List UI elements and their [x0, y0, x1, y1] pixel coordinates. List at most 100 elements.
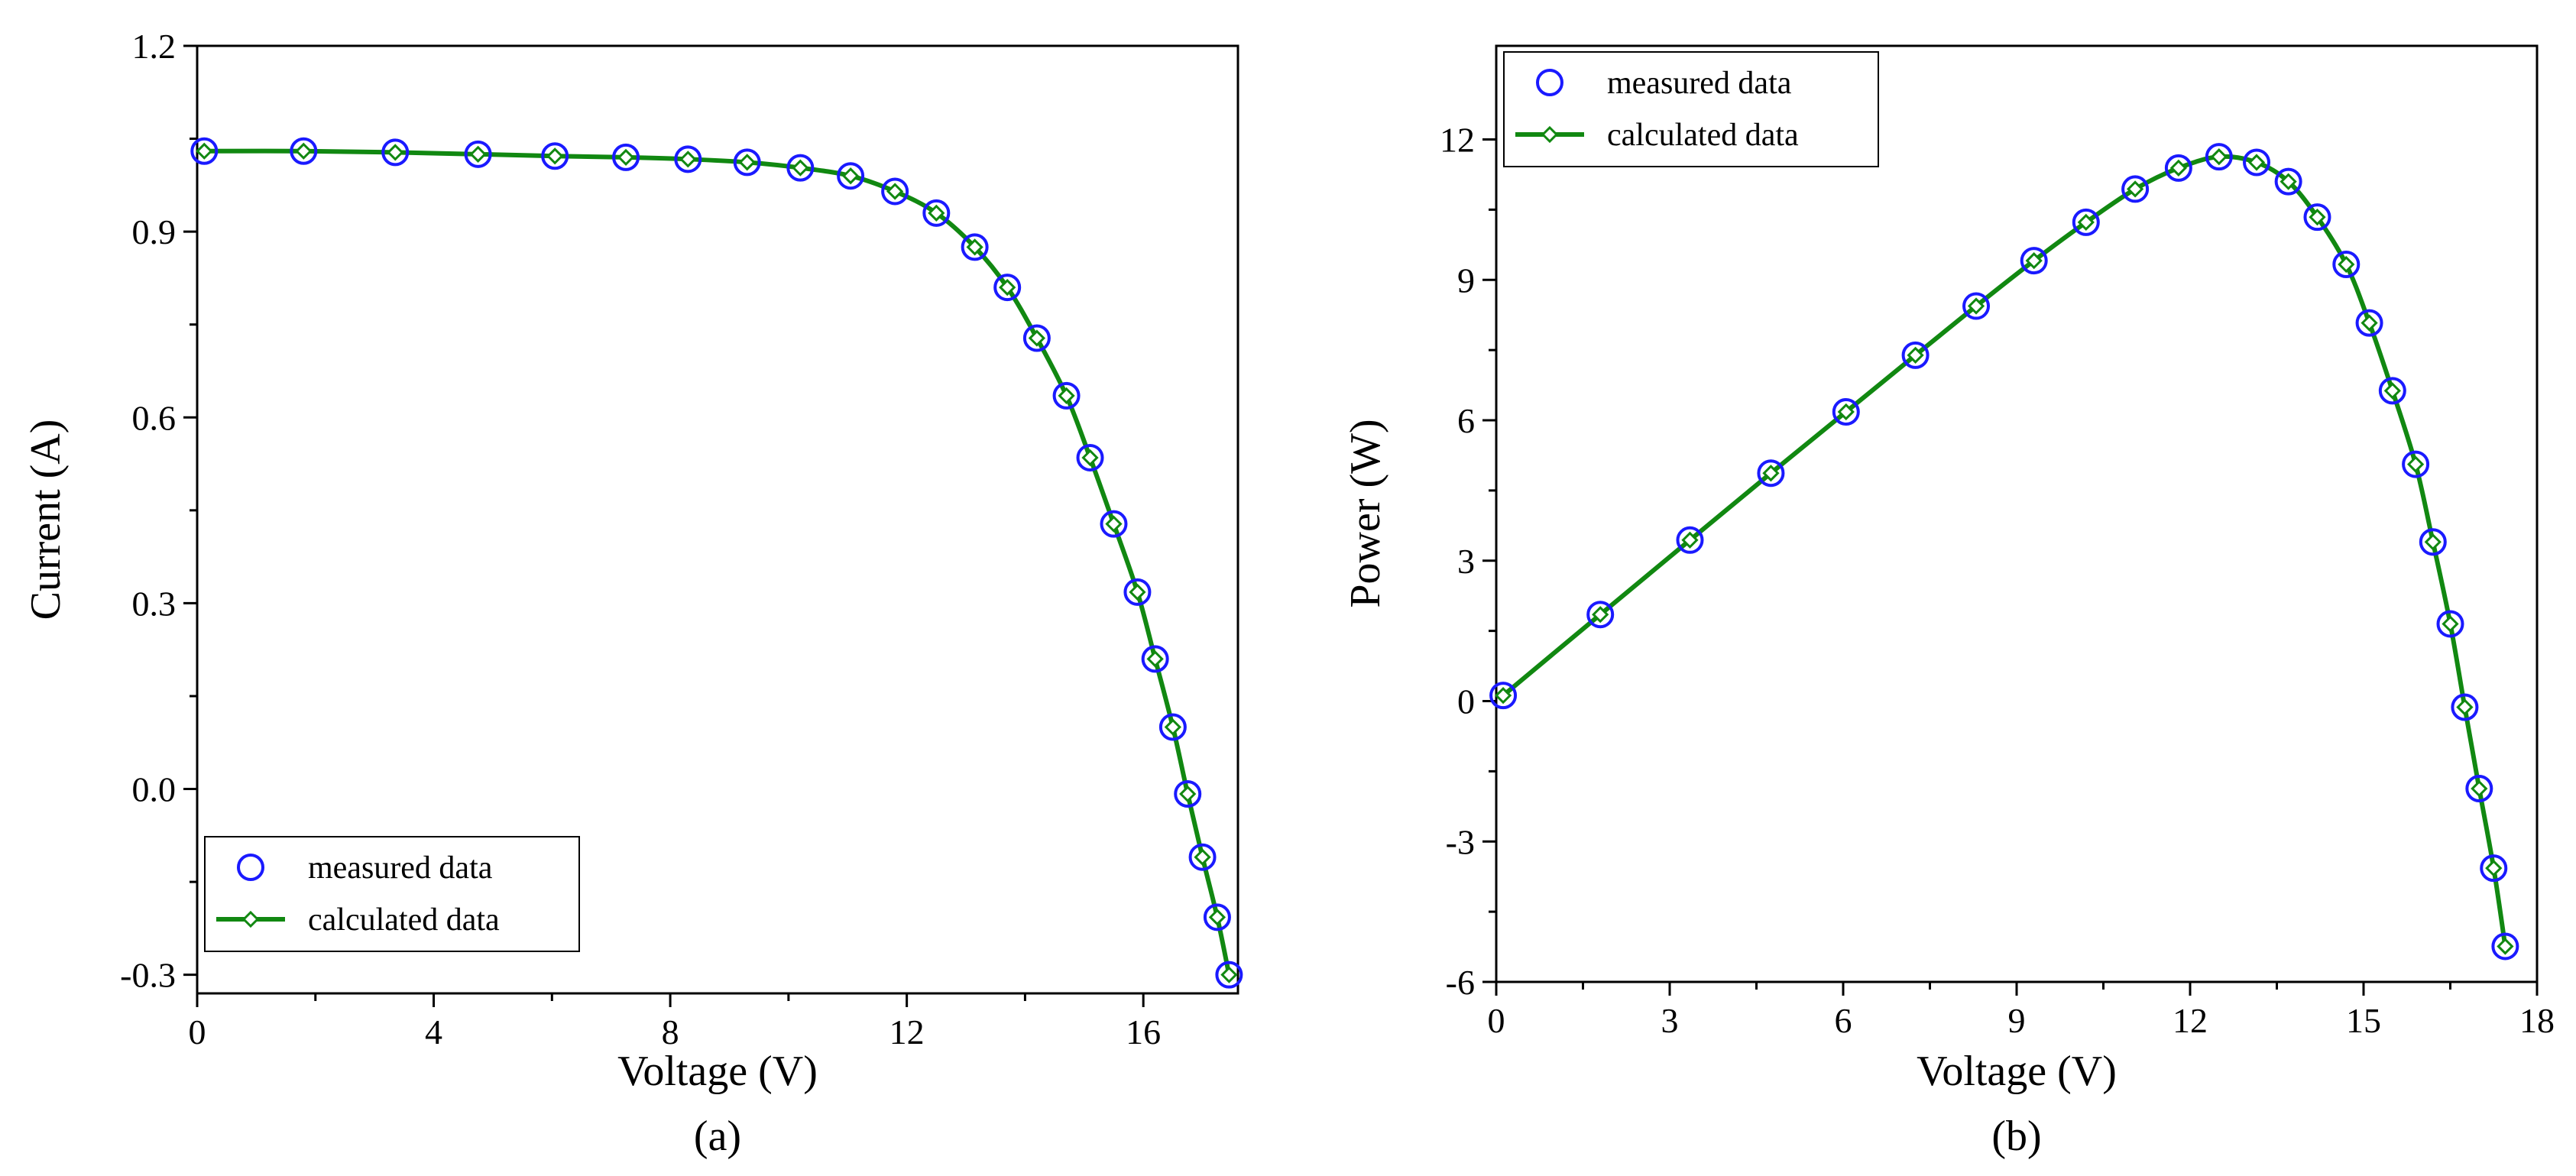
chart-a-calculated-point [387, 144, 404, 161]
chart-b-x-tick-label: 3 [1661, 1001, 1679, 1040]
chart-b-measured-point [2205, 143, 2233, 171]
chart-a-x-tick-label: 0 [189, 1012, 206, 1051]
chart-a-calculated-point [1146, 650, 1164, 668]
chart-b-calculated-point [2210, 148, 2228, 166]
chart-b-calculated-point [2126, 180, 2144, 198]
chart-b-calculated-point [2406, 455, 2425, 473]
chart-b-calculated-point [2497, 938, 2514, 955]
chart-b-calculated-point [2309, 209, 2326, 226]
chart-b-measured-point [2402, 450, 2430, 478]
chart-a-calculated-point [196, 142, 213, 160]
chart-b-calculated-point [1907, 346, 1924, 364]
chart-a-data-layer [190, 137, 1243, 989]
chart-b-y-tick-label: 6 [1457, 401, 1475, 440]
chart-b-measured-point [2378, 377, 2406, 405]
chart-a-calculated-point [1220, 966, 1238, 983]
chart-b-panel-label: (b) [1991, 1113, 2041, 1160]
chart-a-calculated-point [928, 204, 945, 222]
chart-a-legend-box [204, 836, 580, 952]
chart-b-calculated-point [2383, 382, 2401, 400]
chart-a-measured-point [733, 148, 761, 177]
chart-b-calculated-point [2077, 213, 2095, 232]
chart-a-calculated-point [1208, 909, 1226, 926]
chart-a-ticks: 0 4 8 12 16 -0.3 0.0 0.3 0.6 0.9 1.2 [120, 27, 1161, 1051]
chart-b-measured-point [1757, 459, 1785, 488]
chart-a-x-tick-label: 12 [889, 1012, 925, 1051]
chart-b-measured-point [2419, 528, 2447, 556]
chart-a-measured-point [1215, 961, 1243, 989]
chart-b-legend-calculated-label: calculated data [1607, 118, 1799, 153]
chart-b-calculated-point [1762, 465, 1780, 482]
chart-a-calculated-point [546, 147, 564, 165]
chart-a-y-tick-label: 0.9 [132, 212, 177, 251]
chart-b-legend-measured-label: measured data [1607, 66, 1792, 101]
chart-b-x-tick-label: 6 [1835, 1001, 1852, 1040]
chart-b-calculated-point [2247, 154, 2266, 171]
chart-b-calculated-point [2025, 252, 2043, 270]
chart-b-measured-point [2436, 610, 2464, 638]
chart-b-measured-point [1586, 601, 1615, 629]
chart-a-measured-point [922, 199, 951, 227]
chart-b-measured-point [1676, 526, 1704, 554]
chart-b-measured-point [2465, 775, 2493, 803]
chart-b-legend-calculated-marker [1541, 125, 1559, 144]
chart-b-measured-point [2303, 203, 2331, 232]
chart-a-legend: measured data calculated data [204, 836, 580, 952]
chart-a-measured-point [674, 145, 702, 173]
chart-a-calculated-point [738, 154, 756, 171]
chart-a-y-tick-label: -0.3 [120, 956, 176, 995]
chart-a-calculated-point [886, 183, 904, 200]
chart-b-calculated-point [2442, 615, 2459, 633]
chart-a-measured-point [290, 137, 318, 165]
chart-a-y-tick-label: 0.3 [132, 584, 177, 623]
chart-a-calculated-point [1081, 449, 1099, 467]
chart-b-measured-point [2355, 309, 2383, 337]
chart-b-legend-measured-marker [1536, 69, 1563, 96]
chart-b-measured-point [2121, 175, 2150, 203]
chart-a-measured-point [786, 154, 815, 182]
chart-b-measured-point [2072, 208, 2100, 236]
chart-b-calculated-point [2485, 860, 2503, 877]
chart-b-measured-point [1489, 682, 1518, 710]
chart-b-measured-point [1901, 341, 1930, 369]
chart-b-calculated-point [1837, 403, 1855, 421]
chart-a-measured-point [1174, 780, 1202, 808]
chart-a-y-axis-title: Current (A) [22, 420, 70, 620]
chart-a-calculated-point [295, 142, 313, 160]
chart-b-measured-point [2451, 693, 2479, 721]
chart-b-calculated-point [2471, 779, 2488, 798]
chart-a-x-tick-label: 8 [662, 1012, 679, 1051]
chart-b-x-tick-label: 0 [1488, 1001, 1505, 1040]
chart-b: 0 3 6 9 12 15 18 -6 -3 0 3 6 9 12 measured data calcul… [1342, 44, 2555, 1160]
chart-a-plot-frame [196, 44, 1239, 995]
chart-a-legend-measured-label: measured data [308, 850, 493, 886]
chart-a-calculated-point [469, 145, 487, 163]
chart-b-x-tick-label: 15 [2346, 1001, 2381, 1040]
chart-b-y-tick-label: -6 [1446, 963, 1475, 1002]
chart-a-calculated-point [1058, 387, 1075, 405]
chart-a-measured-point [1022, 324, 1051, 352]
chart-a-calculated-point [841, 167, 860, 185]
chart-a-measured-point [612, 143, 640, 171]
chart-a-calculated-point [1194, 848, 1211, 866]
chart-a-y-tick-label: 0.0 [132, 770, 177, 809]
chart-b-calculated-point [2424, 533, 2442, 551]
chart-a-measured-point [1076, 443, 1104, 471]
chart-a-measured-point [1100, 510, 1128, 538]
chart-b-y-tick-label: 3 [1457, 542, 1475, 581]
chart-a-measured-point [1203, 903, 1231, 931]
chart-b-measured-point [2480, 854, 2508, 883]
chart-a-calculated-point [1164, 718, 1181, 736]
chart-b-y-tick-label: -3 [1446, 822, 1475, 861]
chart-b-y-tick-label: 9 [1457, 261, 1475, 300]
chart-a-calculated-point [966, 238, 983, 256]
chart-b-calculated-point [2169, 159, 2187, 177]
chart-a-measured-point [541, 142, 569, 170]
chart-b-x-tick-label: 9 [2008, 1001, 2026, 1040]
chart-b-x-axis-title: Voltage (V) [1917, 1048, 2117, 1095]
chart-a-measured-point [1188, 843, 1217, 871]
chart-a-measured-point [1158, 713, 1187, 741]
chart-a-y-tick-label: 0.6 [132, 398, 177, 437]
chart-b-measured-point [2020, 247, 2048, 275]
chart-b-x-tick-label: 12 [2173, 1001, 2208, 1040]
